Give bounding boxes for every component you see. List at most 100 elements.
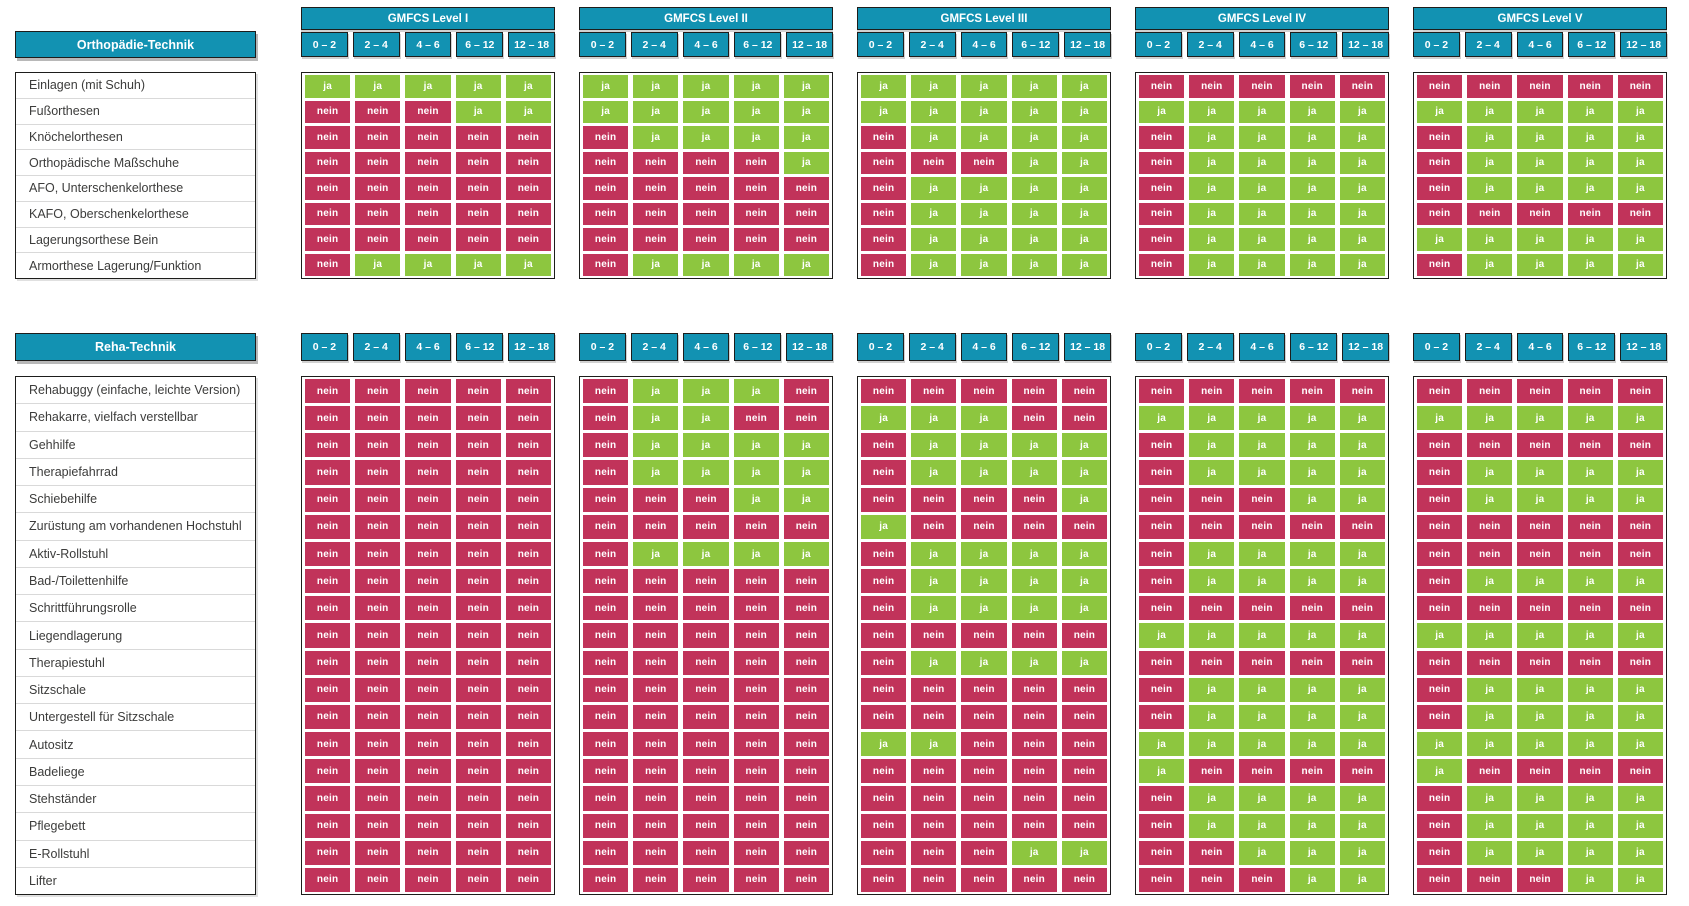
cell-nein: nein [355, 596, 401, 621]
cell-nein: nein [861, 126, 907, 149]
cell-nein: nein [1239, 867, 1285, 892]
grid-row: nein nein nein nein nein [305, 514, 552, 539]
cell-nein: nein [783, 596, 830, 621]
cell-nein: nein [683, 650, 729, 675]
cell-ja: ja [683, 253, 729, 276]
cell-ja: ja [1189, 126, 1235, 149]
grid-row: nein nein nein nein nein [1417, 596, 1664, 621]
cell-nein: nein [583, 596, 629, 621]
cell-nein: nein [583, 177, 629, 200]
cell-ja: ja [1339, 177, 1386, 200]
grid-row: ja nein nein nein nein [861, 514, 1108, 539]
cell-nein: nein [733, 677, 779, 702]
cell-nein: nein [1339, 514, 1386, 539]
cell-ja: ja [1617, 569, 1664, 594]
cell-ja: ja [1417, 759, 1463, 784]
cell-nein: nein [1011, 487, 1057, 512]
cell-ja: ja [961, 126, 1007, 149]
cell-nein: nein [1239, 759, 1285, 784]
grid-row: nein nein nein nein nein [305, 623, 552, 648]
cell-nein: nein [683, 867, 729, 892]
cell-nein: nein [961, 732, 1007, 757]
cell-ja: ja [733, 541, 779, 567]
grid-row: nein ja ja ja ja [583, 126, 830, 149]
cell-nein: nein [911, 487, 957, 512]
cell-nein: nein [583, 433, 629, 458]
cell-ja: ja [1139, 732, 1185, 757]
cell-ja: ja [961, 253, 1007, 276]
cell-nein: nein [861, 813, 907, 838]
age-range-header: 0 – 2 [857, 32, 904, 57]
cell-nein: nein [961, 677, 1007, 702]
cell-ja: ja [1189, 151, 1235, 174]
grid-row: ja ja ja ja ja [1139, 732, 1386, 757]
cell-ja: ja [683, 126, 729, 149]
cell-nein: nein [783, 569, 830, 594]
grid-row: ja ja ja ja ja [1417, 100, 1664, 123]
decision-grid: nein nein nein nein nein ja ja ja ja ja nein ja ja ja… [1135, 72, 1389, 279]
age-range-header: 0 – 2 [1413, 333, 1460, 361]
age-range-header: 0 – 2 [579, 333, 626, 361]
cell-ja: ja [1189, 732, 1235, 757]
cell-nein: nein [305, 406, 351, 431]
cell-nein: nein [633, 704, 679, 730]
cell-nein: nein [861, 460, 907, 485]
cell-nein: nein [1239, 650, 1285, 675]
cell-nein: nein [1289, 514, 1335, 539]
cell-ja: ja [1339, 433, 1386, 458]
cell-ja: ja [1289, 867, 1335, 892]
cell-nein: nein [861, 786, 907, 811]
cell-nein: nein [633, 151, 679, 174]
cell-nein: nein [1139, 840, 1185, 865]
cell-ja: ja [1339, 460, 1386, 485]
cell-ja: ja [911, 126, 957, 149]
cell-nein: nein [355, 151, 401, 174]
cell-ja: ja [1239, 406, 1285, 431]
cell-nein: nein [1567, 75, 1613, 98]
cell-nein: nein [305, 126, 351, 149]
cell-nein: nein [583, 406, 629, 431]
cell-ja: ja [1617, 100, 1664, 123]
grid-row: nein ja ja ja ja [1139, 202, 1386, 225]
cell-nein: nein [455, 650, 501, 675]
grid-row: nein nein nein nein nein [305, 126, 552, 149]
cell-nein: nein [455, 151, 501, 174]
cell-nein: nein [861, 677, 907, 702]
age-range-header: 4 – 6 [1516, 333, 1564, 361]
cell-ja: ja [1517, 177, 1563, 200]
cell-nein: nein [1011, 732, 1057, 757]
cell-ja: ja [733, 433, 779, 458]
cell-ja: ja [961, 650, 1007, 675]
cell-nein: nein [733, 704, 779, 730]
cell-nein: nein [355, 623, 401, 648]
table-row: Autositz [16, 730, 255, 757]
grid-row: ja ja ja ja ja [861, 75, 1108, 98]
grid-row: nein ja ja ja ja [583, 541, 830, 567]
cell-ja: ja [733, 100, 779, 123]
grid-row: nein nein nein nein nein [861, 623, 1108, 648]
cell-ja: ja [1011, 433, 1057, 458]
cell-nein: nein [633, 228, 679, 251]
cell-ja: ja [1289, 677, 1335, 702]
cell-ja: ja [733, 379, 779, 404]
cell-ja: ja [1289, 177, 1335, 200]
cell-ja: ja [1467, 177, 1513, 200]
cell-nein: nein [505, 126, 552, 149]
cell-nein: nein [1467, 596, 1513, 621]
cell-nein: nein [961, 151, 1007, 174]
cell-ja: ja [1339, 487, 1386, 512]
cell-ja: ja [1617, 177, 1664, 200]
cell-ja: ja [1617, 813, 1664, 838]
cell-nein: nein [455, 126, 501, 149]
cell-nein: nein [355, 228, 401, 251]
cell-nein: nein [783, 228, 830, 251]
grid-row: nein ja ja nein nein [583, 406, 830, 431]
grid-row: nein ja ja ja ja [1139, 786, 1386, 811]
cell-nein: nein [455, 732, 501, 757]
grid-row: nein ja ja ja ja [583, 253, 830, 276]
grid-row: nein ja ja ja ja [861, 596, 1108, 621]
cell-ja: ja [1517, 813, 1563, 838]
age-range-header: 4 – 6 [682, 32, 730, 57]
cell-ja: ja [1061, 569, 1108, 594]
